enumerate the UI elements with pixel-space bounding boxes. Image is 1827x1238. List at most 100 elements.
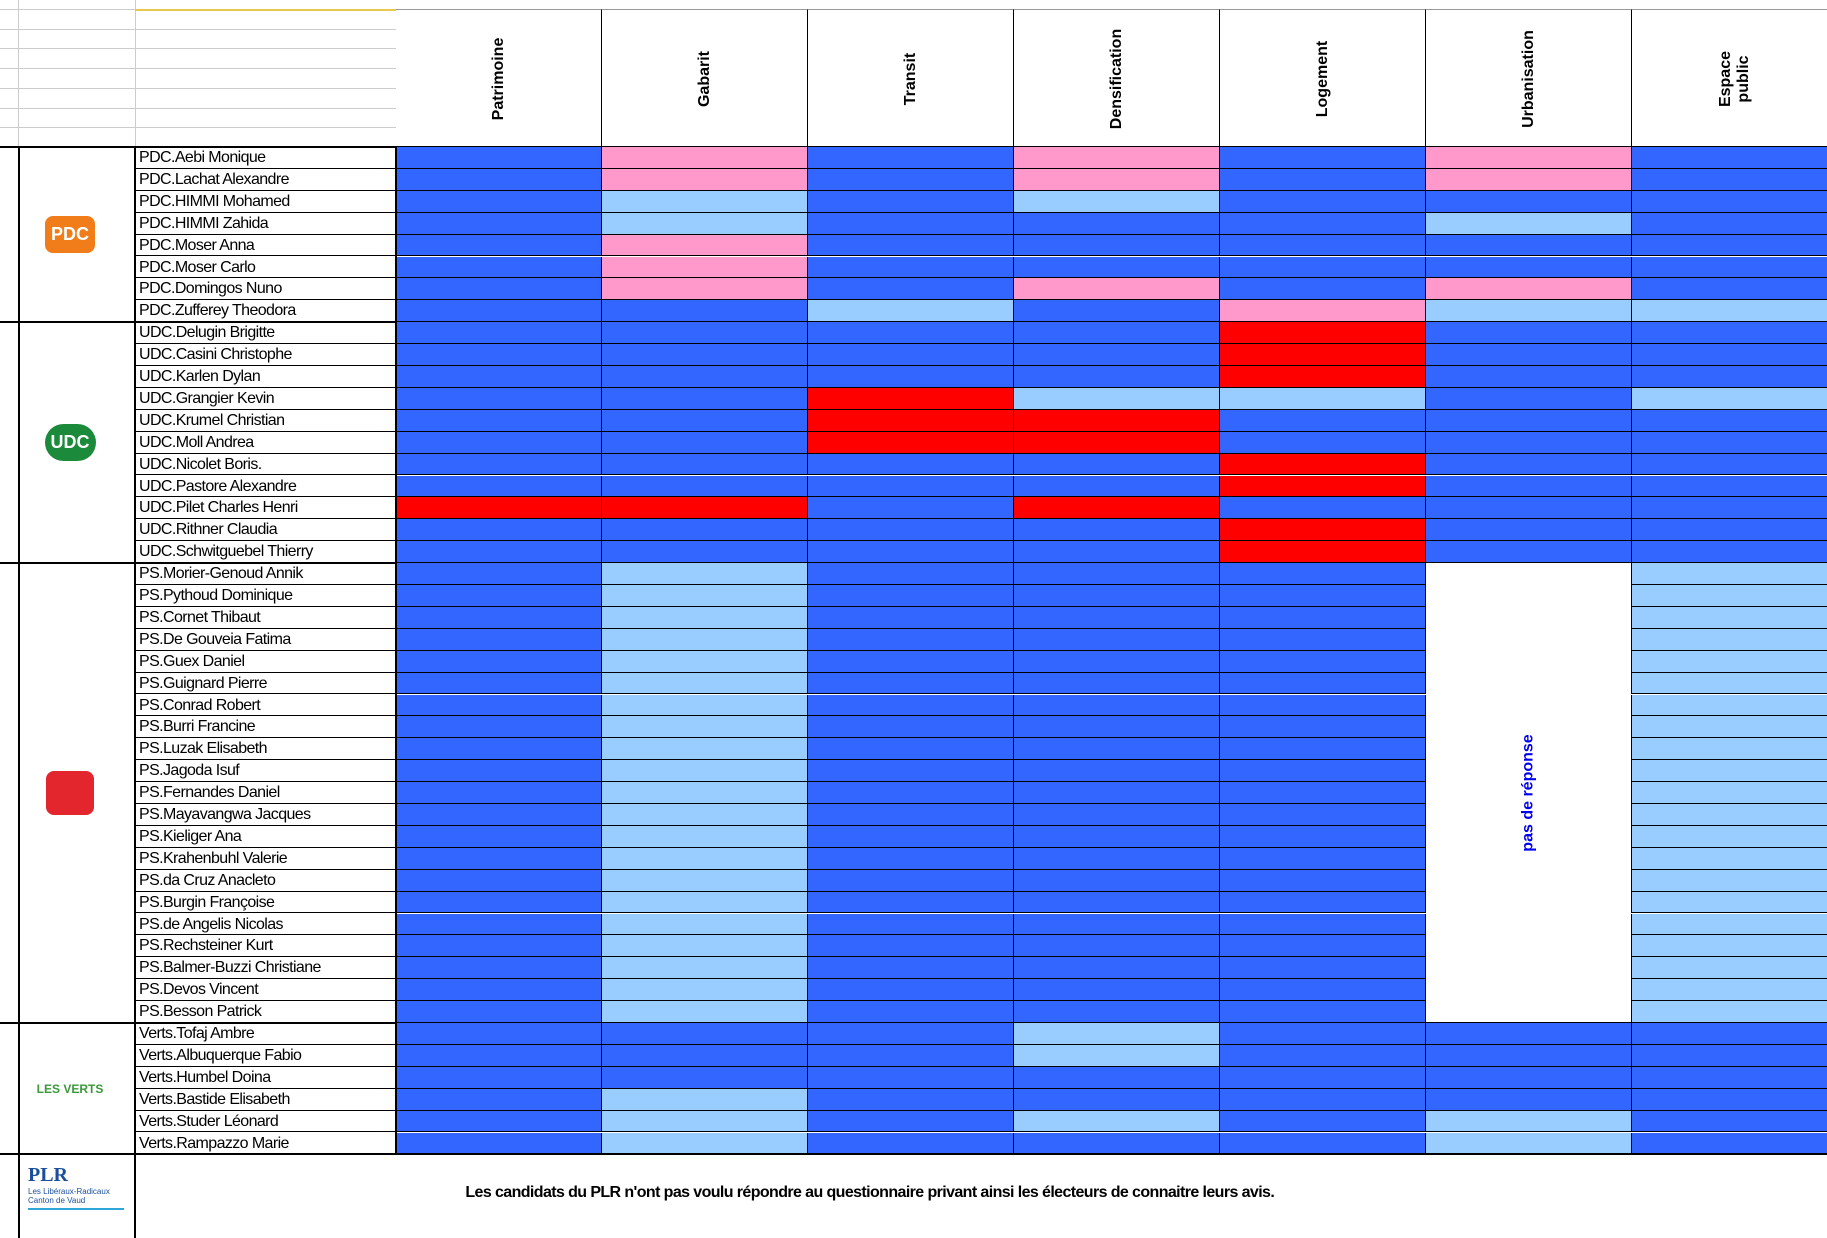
rating-cell xyxy=(1426,431,1632,454)
rating-cell xyxy=(808,1088,1014,1111)
rating-cell xyxy=(1014,1044,1220,1067)
candidate-name: PS.Rechsteiner Kurt xyxy=(135,935,397,958)
rating-cell xyxy=(1632,453,1827,476)
candidate-name: PDC.Moser Carlo xyxy=(135,256,397,279)
rating-cell xyxy=(396,300,602,323)
rating-cell xyxy=(396,913,602,936)
party-logo-text: LES VERTS xyxy=(36,1081,104,1096)
rating-cell xyxy=(602,825,808,848)
rating-cell xyxy=(602,628,808,651)
rating-cell xyxy=(1426,1132,1632,1155)
rating-cell xyxy=(396,168,602,191)
rating-cell xyxy=(1220,234,1426,257)
rating-cell xyxy=(1632,431,1827,454)
rating-cell xyxy=(1632,409,1827,432)
rating-cell xyxy=(1220,168,1426,191)
rating-cell xyxy=(808,1001,1014,1023)
rating-cell xyxy=(1632,628,1827,651)
rating-cell xyxy=(1014,672,1220,695)
rating-cell xyxy=(602,366,808,388)
rating-cell xyxy=(1220,497,1426,520)
rating-cell xyxy=(396,190,602,213)
rating-cell xyxy=(396,891,602,914)
rating-cell xyxy=(808,1132,1014,1155)
rating-cell xyxy=(1426,387,1632,410)
rating-cell xyxy=(396,278,602,301)
rating-cell xyxy=(1014,168,1220,191)
rating-cell xyxy=(396,585,602,607)
rating-cell xyxy=(1220,409,1426,432)
rating-cell xyxy=(396,475,602,498)
rating-cell xyxy=(1632,804,1827,826)
candidate-name: PS.Luzak Elisabeth xyxy=(135,738,397,761)
rating-cell xyxy=(808,300,1014,323)
selection-edge xyxy=(135,9,396,11)
rating-cell xyxy=(396,147,602,169)
rating-cell xyxy=(602,782,808,804)
rating-cell xyxy=(396,387,602,410)
rating-cell xyxy=(808,344,1014,366)
candidate-name: PS.da Cruz Anacleto xyxy=(135,869,397,892)
rating-cell xyxy=(1220,1088,1426,1111)
candidate-name: PDC.Aebi Monique xyxy=(135,147,397,169)
candidate-name: UDC.Nicolet Boris. xyxy=(135,453,397,476)
plr-logo-title: PLR xyxy=(28,1164,68,1187)
rating-cell xyxy=(602,891,808,914)
rating-cell xyxy=(1426,738,1632,761)
rating-cell xyxy=(1220,300,1426,323)
rating-cell xyxy=(1220,256,1426,279)
rating-cell xyxy=(602,650,808,673)
rating-cell xyxy=(396,672,602,695)
candidate-name: Verts.Tofaj Ambre xyxy=(135,1023,397,1045)
rating-cell xyxy=(602,190,808,213)
rating-cell xyxy=(396,409,602,432)
rating-cell xyxy=(1014,1066,1220,1089)
group-border xyxy=(0,1153,1827,1156)
rating-cell xyxy=(396,344,602,366)
rating-cell xyxy=(602,300,808,323)
rating-cell xyxy=(1632,716,1827,739)
rating-cell xyxy=(1014,366,1220,388)
plr-logo-line: Les Libéraux-Radicaux xyxy=(28,1187,110,1197)
rating-cell xyxy=(1014,935,1220,958)
rating-cell xyxy=(808,957,1014,980)
footer-message: Les candidats du PLR n'ont pas voulu rép… xyxy=(465,1184,1275,1202)
rating-cell xyxy=(1426,913,1632,936)
rating-cell xyxy=(602,431,808,454)
grid-line xyxy=(0,87,396,89)
rating-cell xyxy=(1632,760,1827,783)
rating-cell xyxy=(602,256,808,279)
rating-cell xyxy=(1014,497,1220,520)
rating-cell xyxy=(1632,1001,1827,1023)
rating-cell xyxy=(396,869,602,892)
rating-cell xyxy=(1014,628,1220,651)
rating-cell xyxy=(396,234,602,257)
grid-line xyxy=(0,107,396,109)
rating-cell xyxy=(396,825,602,848)
rating-cell xyxy=(808,935,1014,958)
plr-logo: PLR Les Libéraux-Radicaux Canton de Vaud xyxy=(28,1164,124,1238)
plr-logo-line: Canton de Vaud xyxy=(28,1196,124,1211)
rating-cell xyxy=(1426,519,1632,542)
rating-cell xyxy=(396,694,602,717)
candidate-name: PS.Besson Patrick xyxy=(135,1001,397,1023)
rating-cell xyxy=(1220,1110,1426,1133)
column-header: Gabarit xyxy=(602,9,808,147)
rating-cell xyxy=(1014,1023,1220,1045)
rating-cell xyxy=(602,453,808,476)
candidate-name: PS.Pythoud Dominique xyxy=(135,585,397,607)
rating-cell xyxy=(1014,1088,1220,1111)
rating-cell xyxy=(1426,847,1632,870)
rating-cell xyxy=(1014,913,1220,936)
rating-cell xyxy=(1220,147,1426,169)
column-header-text: Transit xyxy=(901,52,919,105)
rating-cell xyxy=(1426,453,1632,476)
candidate-name: Verts.Albuquerque Fabio xyxy=(135,1044,397,1067)
rating-cell xyxy=(1632,278,1827,301)
column-header-text: Patrimoine xyxy=(489,37,507,120)
rating-cell xyxy=(602,913,808,936)
candidate-name: Verts.Humbel Doina xyxy=(135,1066,397,1089)
rating-cell xyxy=(396,782,602,804)
rating-cell xyxy=(1014,147,1220,169)
rating-cell xyxy=(1220,935,1426,958)
